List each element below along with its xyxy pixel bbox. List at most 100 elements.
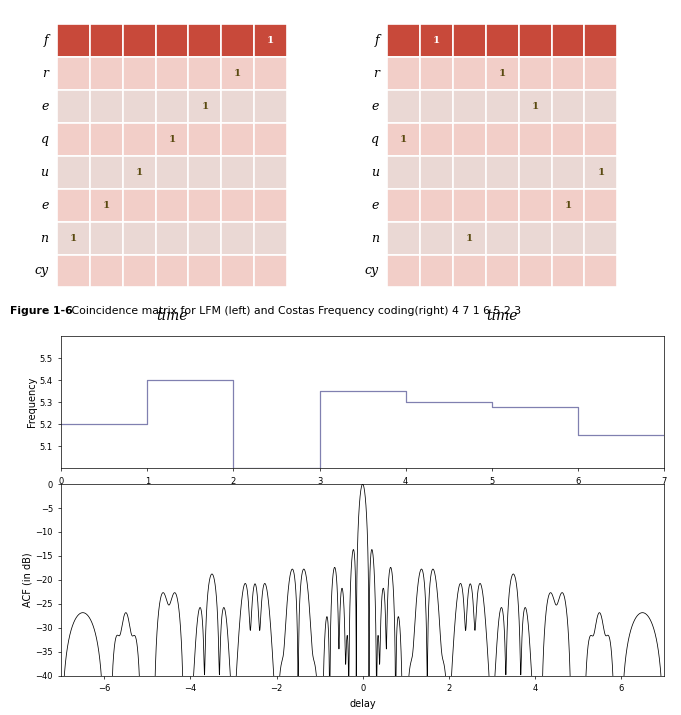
Bar bbox=[221, 189, 254, 222]
Bar bbox=[90, 156, 123, 189]
Bar bbox=[221, 90, 254, 123]
Bar bbox=[552, 24, 584, 57]
Bar bbox=[221, 222, 254, 255]
Bar bbox=[123, 156, 155, 189]
Bar bbox=[189, 189, 221, 222]
Bar bbox=[123, 90, 155, 123]
Text: 1: 1 bbox=[69, 234, 77, 242]
Bar bbox=[519, 24, 552, 57]
Bar bbox=[57, 24, 90, 57]
Bar bbox=[519, 57, 552, 90]
Text: 1: 1 bbox=[168, 135, 176, 144]
Bar bbox=[189, 156, 221, 189]
Bar bbox=[420, 222, 453, 255]
Bar bbox=[552, 255, 584, 287]
Text: r: r bbox=[373, 67, 379, 80]
Text: 1: 1 bbox=[136, 168, 143, 177]
Text: e: e bbox=[372, 199, 379, 212]
Bar bbox=[486, 255, 519, 287]
Bar bbox=[584, 123, 618, 156]
Bar bbox=[155, 156, 189, 189]
Bar bbox=[90, 255, 123, 287]
Bar bbox=[453, 222, 486, 255]
Bar bbox=[123, 189, 155, 222]
Bar bbox=[387, 255, 420, 287]
Text: 1: 1 bbox=[498, 69, 506, 78]
Y-axis label: ACF (in dB): ACF (in dB) bbox=[22, 553, 33, 607]
Bar bbox=[254, 57, 287, 90]
Bar bbox=[519, 255, 552, 287]
Bar bbox=[552, 156, 584, 189]
Bar bbox=[189, 24, 221, 57]
Bar bbox=[221, 57, 254, 90]
Text: 1: 1 bbox=[103, 201, 110, 209]
Bar bbox=[57, 156, 90, 189]
Bar bbox=[221, 156, 254, 189]
Bar bbox=[453, 156, 486, 189]
Bar bbox=[155, 189, 189, 222]
Bar bbox=[254, 90, 287, 123]
Bar bbox=[387, 156, 420, 189]
Bar bbox=[221, 24, 254, 57]
Bar bbox=[552, 189, 584, 222]
Bar bbox=[519, 90, 552, 123]
Bar bbox=[387, 222, 420, 255]
Bar bbox=[155, 123, 189, 156]
Text: e: e bbox=[42, 199, 48, 212]
Bar bbox=[420, 57, 453, 90]
Bar bbox=[584, 255, 618, 287]
Bar bbox=[123, 57, 155, 90]
Text: cy: cy bbox=[35, 265, 48, 277]
Text: 1: 1 bbox=[565, 201, 571, 209]
Bar bbox=[90, 57, 123, 90]
Bar bbox=[453, 189, 486, 222]
Text: n: n bbox=[41, 232, 48, 245]
Bar bbox=[57, 255, 90, 287]
Bar bbox=[189, 123, 221, 156]
Bar bbox=[486, 222, 519, 255]
Text: u: u bbox=[41, 166, 48, 179]
Bar bbox=[57, 57, 90, 90]
Bar bbox=[57, 90, 90, 123]
Bar bbox=[254, 255, 287, 287]
Bar bbox=[420, 90, 453, 123]
Bar bbox=[387, 57, 420, 90]
Bar bbox=[584, 189, 618, 222]
Bar bbox=[584, 156, 618, 189]
Text: e: e bbox=[42, 100, 48, 113]
Bar bbox=[486, 156, 519, 189]
Text: n: n bbox=[371, 232, 379, 245]
Bar bbox=[155, 222, 189, 255]
Bar bbox=[420, 255, 453, 287]
Bar bbox=[552, 57, 584, 90]
Bar bbox=[519, 222, 552, 255]
Bar bbox=[90, 189, 123, 222]
Bar bbox=[519, 189, 552, 222]
Bar bbox=[254, 222, 287, 255]
Text: f: f bbox=[375, 34, 379, 47]
Bar bbox=[189, 222, 221, 255]
Text: r: r bbox=[43, 67, 48, 80]
Text: 1: 1 bbox=[531, 102, 539, 111]
Text: q: q bbox=[41, 133, 48, 146]
Bar bbox=[387, 24, 420, 57]
Bar bbox=[90, 24, 123, 57]
Bar bbox=[584, 90, 618, 123]
Bar bbox=[584, 57, 618, 90]
Bar bbox=[254, 123, 287, 156]
Bar bbox=[254, 189, 287, 222]
Text: cy: cy bbox=[365, 265, 379, 277]
Bar bbox=[254, 24, 287, 57]
Bar bbox=[420, 24, 453, 57]
Bar bbox=[486, 90, 519, 123]
Text: time: time bbox=[486, 309, 518, 322]
Bar bbox=[57, 189, 90, 222]
Text: 1: 1 bbox=[466, 234, 473, 242]
Bar bbox=[221, 255, 254, 287]
Bar bbox=[420, 189, 453, 222]
Bar bbox=[552, 123, 584, 156]
Bar bbox=[254, 156, 287, 189]
Bar bbox=[57, 222, 90, 255]
Bar bbox=[189, 57, 221, 90]
Bar bbox=[420, 123, 453, 156]
